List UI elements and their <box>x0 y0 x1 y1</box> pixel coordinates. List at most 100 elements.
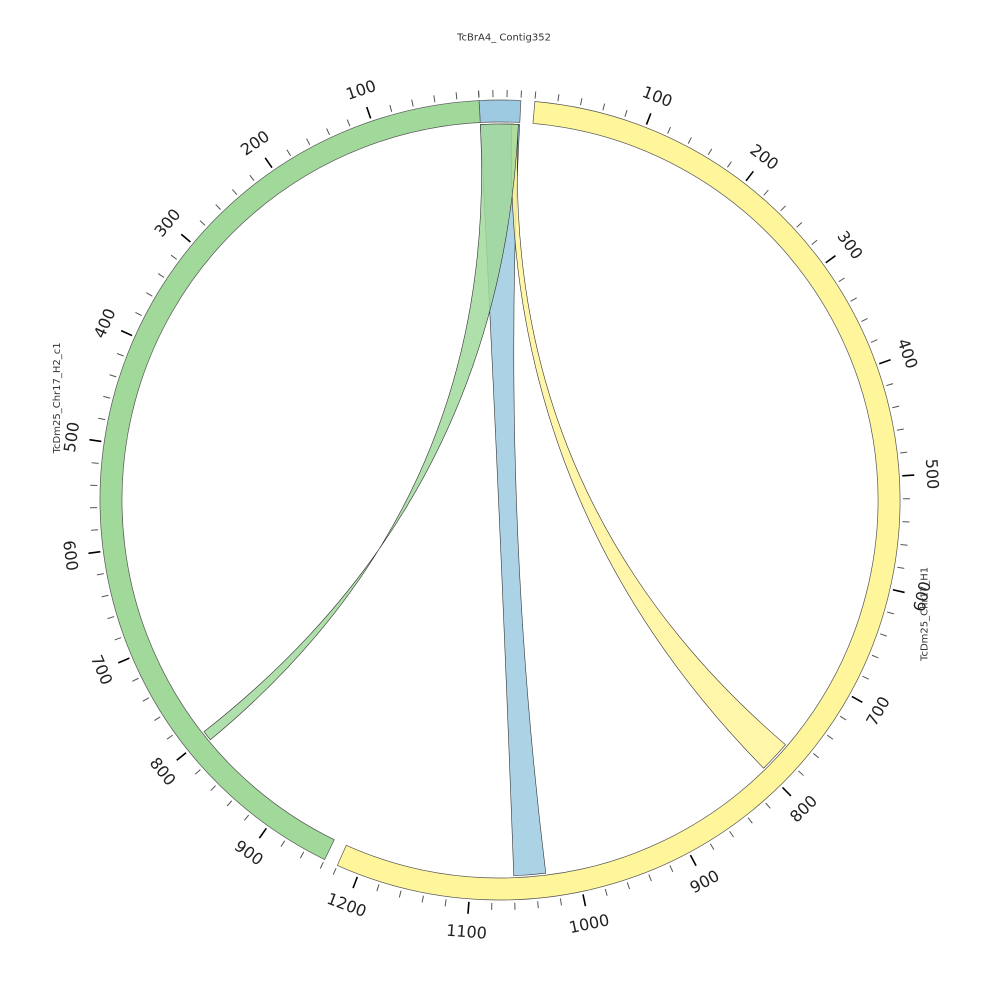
minor-tick <box>765 802 771 809</box>
link-ribbon-3 <box>203 123 519 741</box>
major-tick <box>745 170 754 182</box>
major-tick <box>781 786 792 797</box>
minor-tick <box>103 395 111 399</box>
tick-label: 1000 <box>567 910 611 937</box>
minor-tick <box>455 92 458 100</box>
major-tick <box>117 657 130 664</box>
minor-tick <box>146 292 153 297</box>
minor-tick <box>421 895 424 903</box>
minor-tick <box>243 814 250 821</box>
minor-tick <box>780 205 786 212</box>
segment-name-tcdm25-chr17-h2-c1: TcDm25_Chr17_H2_c1 <box>52 342 63 454</box>
major-tick <box>352 876 359 889</box>
link-ribbon-2 <box>511 123 786 769</box>
major-tick <box>892 588 905 594</box>
major-tick <box>467 901 470 914</box>
segment-name-tcbra4-contig352: TcBrA4_ Contig352 <box>456 33 551 44</box>
minor-tick <box>861 318 868 323</box>
minor-tick <box>166 734 173 740</box>
minor-tick <box>306 138 311 145</box>
minor-tick <box>157 273 165 278</box>
minor-tick <box>215 204 221 210</box>
minor-tick <box>231 189 238 196</box>
minor-tick <box>687 137 692 144</box>
minor-tick <box>199 220 206 226</box>
major-tick <box>89 438 102 443</box>
minor-tick <box>729 830 734 838</box>
minor-tick <box>886 611 894 615</box>
minor-tick <box>896 428 904 431</box>
tick-label: 900 <box>687 866 723 897</box>
minor-tick <box>838 277 845 283</box>
minor-tick <box>154 716 161 721</box>
minor-tick <box>280 840 286 847</box>
minor-tick <box>602 103 606 111</box>
tick-label: 800 <box>146 754 180 790</box>
minor-tick <box>624 110 628 117</box>
minor-tick <box>648 874 652 882</box>
minor-tick <box>709 843 715 850</box>
tick-label: 500 <box>922 458 943 490</box>
minor-tick <box>839 715 847 721</box>
minor-tick <box>897 566 905 569</box>
segment-band-tcbra4-contig352 <box>478 99 522 123</box>
minor-tick <box>286 149 291 156</box>
ticks-layer <box>88 90 915 914</box>
major-tick <box>88 550 101 555</box>
major-tick <box>120 329 133 337</box>
minor-tick <box>210 785 217 791</box>
major-tick <box>264 157 273 169</box>
tick-label: 300 <box>833 227 866 263</box>
minor-tick <box>91 529 99 531</box>
segment-name-tcdm25-chr17-h1: TcDm25_Chr17_H1 <box>920 567 931 662</box>
segments-layer <box>99 99 901 901</box>
minor-tick <box>96 573 104 576</box>
minor-tick <box>763 189 769 196</box>
minor-tick <box>667 126 671 134</box>
major-tick <box>180 233 191 243</box>
minor-tick <box>537 901 539 909</box>
minor-tick <box>249 174 255 182</box>
tick-label: 700 <box>862 693 893 729</box>
minor-tick <box>900 451 908 454</box>
major-tick <box>365 106 372 119</box>
major-tick <box>879 358 891 365</box>
minor-tick <box>811 239 818 245</box>
minor-tick <box>116 353 124 357</box>
segment-band-tcdm25-chr17-h2-c1 <box>99 100 481 860</box>
minor-tick <box>886 383 894 387</box>
major-tick <box>176 752 187 761</box>
minor-tick <box>850 297 857 302</box>
minor-tick <box>226 800 233 807</box>
segment-band-tcdm25-chr17-h1 <box>336 101 901 901</box>
minor-tick <box>319 861 324 869</box>
minor-tick <box>109 374 117 378</box>
tick-label: 700 <box>87 652 116 688</box>
tick-label: 200 <box>746 140 782 174</box>
minor-tick <box>170 254 178 260</box>
major-tick <box>902 474 915 477</box>
tick-label: 400 <box>90 305 120 341</box>
links-layer <box>203 123 786 877</box>
minor-tick <box>727 161 732 168</box>
tick-label: 400 <box>893 336 921 371</box>
tick-label: 600 <box>59 539 82 572</box>
minor-tick <box>900 544 908 546</box>
minor-tick <box>398 890 402 898</box>
minor-tick <box>892 405 900 409</box>
tick-label: 300 <box>150 205 184 241</box>
minor-tick <box>433 95 436 103</box>
minor-tick <box>114 637 122 641</box>
minor-tick <box>862 675 869 680</box>
minor-tick <box>557 94 560 102</box>
major-tick <box>645 113 652 125</box>
tick-label: 200 <box>237 127 273 160</box>
minor-tick <box>107 616 115 620</box>
minor-tick <box>101 594 109 598</box>
major-tick <box>825 255 836 264</box>
tick-label: 500 <box>60 421 83 454</box>
minor-tick <box>871 654 879 659</box>
minor-tick <box>707 148 713 156</box>
minor-tick <box>826 734 834 740</box>
minor-tick <box>299 851 305 859</box>
